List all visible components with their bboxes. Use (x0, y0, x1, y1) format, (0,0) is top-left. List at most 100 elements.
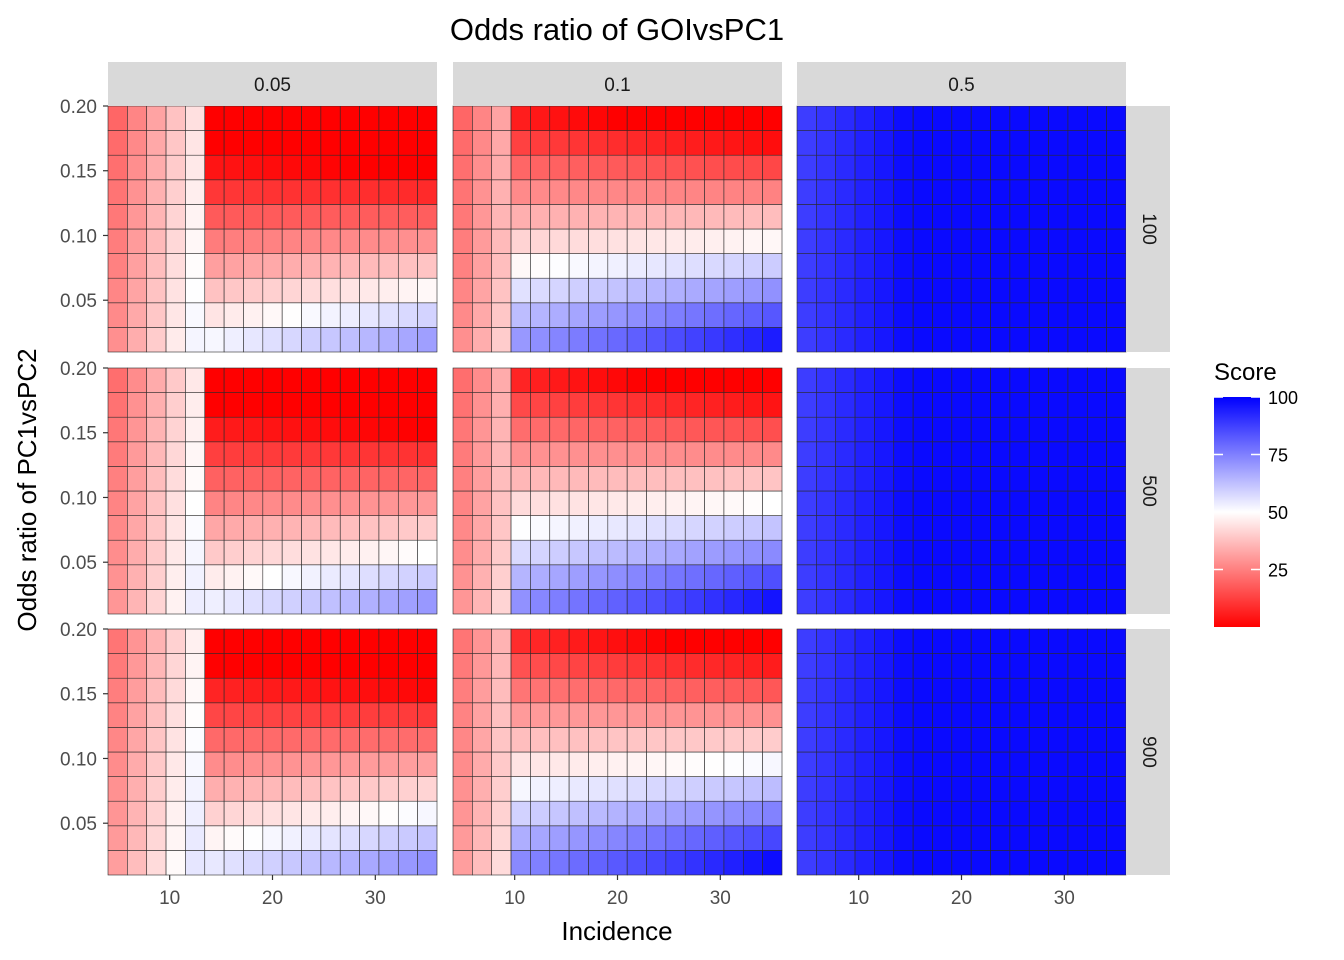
heatmap-cell (378, 490, 399, 516)
heatmap-cell (684, 490, 705, 516)
heatmap-cell (704, 204, 725, 230)
heatmap-cell (607, 277, 628, 304)
heatmap-cell (1106, 776, 1127, 802)
heatmap-cell (530, 564, 551, 590)
heatmap-cell (684, 702, 705, 728)
heatmap-cell (816, 204, 836, 230)
heatmap-cell (127, 751, 147, 777)
heatmap-cell (588, 515, 609, 541)
heatmap-cell (626, 277, 647, 304)
heatmap-cell (588, 727, 609, 753)
heatmap-cell (1106, 441, 1127, 467)
heatmap-cell (1067, 825, 1088, 851)
heatmap-cell (762, 302, 783, 328)
heatmap-cell (1048, 628, 1069, 654)
heatmap-cell (281, 441, 302, 467)
heatmap-cell (452, 302, 473, 328)
heatmap-cell (742, 105, 763, 131)
heatmap-cell (127, 727, 147, 753)
heatmap-cell (146, 751, 167, 777)
heatmap-cell (359, 392, 380, 418)
heatmap-cell (204, 727, 225, 753)
heatmap-cell (339, 677, 360, 704)
heatmap-cell (796, 825, 817, 851)
heatmap-cell (665, 416, 686, 443)
heatmap-cell (742, 727, 763, 753)
heatmap-cell (146, 825, 167, 851)
heatmap-cell (568, 204, 589, 230)
heatmap-cell (684, 628, 705, 654)
heatmap-cell (397, 130, 418, 156)
heatmap-cell (204, 466, 225, 492)
heatmap-cell (1028, 564, 1049, 590)
heatmap-cell (359, 416, 380, 443)
heatmap-cell (796, 850, 817, 876)
heatmap-cell (835, 539, 856, 566)
heatmap-cell (796, 179, 817, 205)
heatmap-cell (742, 490, 763, 516)
heatmap-cell (549, 228, 570, 254)
heatmap-cell (530, 277, 551, 304)
heatmap-cell (243, 302, 264, 328)
heatmap-cell (397, 628, 418, 654)
heatmap-cell (568, 302, 589, 328)
heatmap-cell (1067, 441, 1088, 467)
heatmap-cell (1067, 367, 1088, 393)
heatmap-cell (816, 367, 836, 393)
heatmap-cell (742, 253, 763, 279)
heatmap-cell (704, 327, 725, 353)
heatmap-cell (378, 628, 399, 654)
heatmap-cell (626, 204, 647, 230)
heatmap-cell (146, 327, 167, 353)
heatmap-cell (607, 392, 628, 418)
heatmap-cell (491, 653, 512, 679)
strip-right-500: 500 (1126, 368, 1170, 614)
heatmap-cell (1106, 628, 1127, 654)
heatmap-cell (491, 515, 512, 541)
heatmap-cell (397, 490, 418, 516)
heatmap-cell (835, 392, 856, 418)
heatmap-cell (1009, 677, 1030, 704)
heatmap-cell (893, 800, 914, 827)
heatmap-cell (893, 628, 914, 654)
heatmap-cell (1009, 392, 1030, 418)
heatmap-cell (1048, 677, 1069, 704)
heatmap-cell (588, 302, 609, 328)
heatmap-cell (378, 466, 399, 492)
heatmap-cell (704, 564, 725, 590)
heatmap-cell (835, 130, 856, 156)
heatmap-cell (893, 416, 914, 443)
heatmap-cell (742, 302, 763, 328)
heatmap-cell (339, 653, 360, 679)
heatmap-cell (646, 228, 667, 254)
heatmap-cell (472, 179, 493, 205)
heatmap-cell (665, 751, 686, 777)
heatmap-cell (397, 302, 418, 328)
heatmap-cell (932, 392, 953, 418)
strip-top-0.1: 0.1 (453, 62, 782, 106)
heatmap-cell (684, 589, 705, 615)
heatmap-cell (626, 727, 647, 753)
heatmap-cell (990, 751, 1011, 777)
heatmap-cell (1106, 490, 1127, 516)
heatmap-cell (185, 850, 206, 876)
heatmap-cell (1106, 416, 1127, 443)
heatmap-cell (951, 105, 972, 131)
heatmap-cell (378, 179, 399, 205)
heatmap-cell (165, 228, 186, 254)
heatmap-cell (417, 441, 438, 467)
heatmap-cell (607, 367, 628, 393)
heatmap-cell (607, 327, 628, 353)
heatmap-cell (378, 105, 399, 131)
heatmap-cell (816, 702, 836, 728)
heatmap-cell (301, 179, 322, 205)
heatmap-cell (874, 776, 895, 802)
heatmap-cell (723, 204, 744, 230)
heatmap-cell (281, 392, 302, 418)
heatmap-cell (835, 751, 856, 777)
heatmap-cell (472, 228, 493, 254)
heatmap-cell (1009, 850, 1030, 876)
heatmap-cell (796, 302, 817, 328)
heatmap-cell (835, 105, 856, 131)
heatmap-cell (378, 327, 399, 353)
